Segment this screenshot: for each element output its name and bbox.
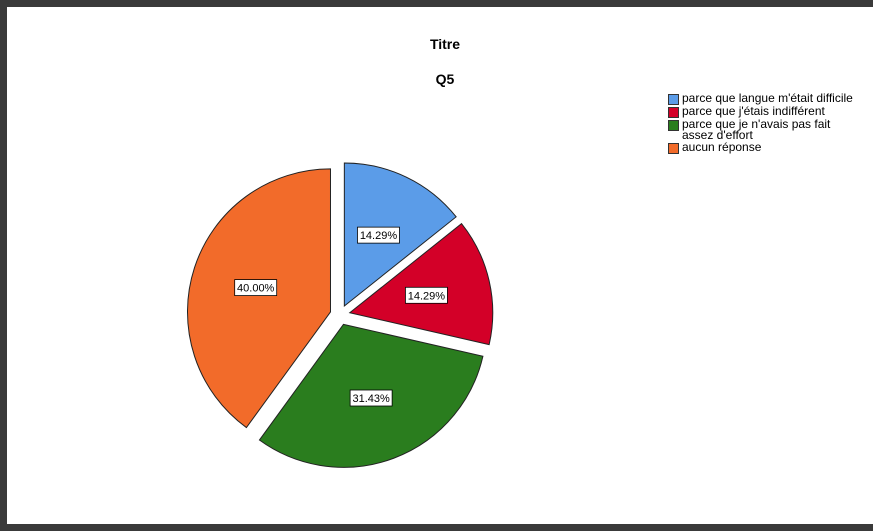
data-label-text: 31.43% (352, 393, 390, 405)
legend-label: parce que langue m'était difficile (682, 93, 853, 105)
data-label-box (234, 279, 278, 296)
data-label: 40.00% (234, 279, 278, 296)
legend-label: aucun réponse (682, 140, 762, 154)
data-label-box (357, 226, 400, 244)
chart-title: Titre (429, 36, 461, 52)
legend-label: parce que je n'avais pas fait assez d'ef… (682, 117, 831, 142)
legend-swatch (668, 94, 679, 105)
data-label-text: 14.29% (360, 230, 398, 242)
data-label: 14.29% (405, 286, 448, 304)
legend-swatch (668, 107, 679, 118)
pie-slice (186, 168, 331, 429)
legend-swatch (668, 120, 679, 131)
legend-item: parce que langue m'était difficile (668, 93, 873, 105)
legend-label: parce que j'étais indifférent (682, 104, 825, 118)
data-label-box (405, 286, 448, 304)
legend-item: aucun réponse (668, 140, 873, 154)
data-label-box (349, 389, 393, 407)
data-label-text: 40.00% (237, 283, 275, 295)
legend-item: parce que j'étais indifférent (668, 104, 873, 118)
chart-legend: parce que langue m'était difficile parce… (668, 93, 873, 155)
legend-swatch (668, 143, 679, 154)
pie-slice (343, 162, 457, 308)
data-label: 31.43% (349, 389, 393, 407)
data-label-text: 14.29% (408, 290, 446, 302)
chart-subtitle: Q5 (435, 71, 455, 87)
data-label: 14.29% (357, 226, 400, 244)
pie-slice (348, 222, 494, 346)
legend-item: parce que je n'avais pas fait assez d'ef… (668, 117, 873, 142)
